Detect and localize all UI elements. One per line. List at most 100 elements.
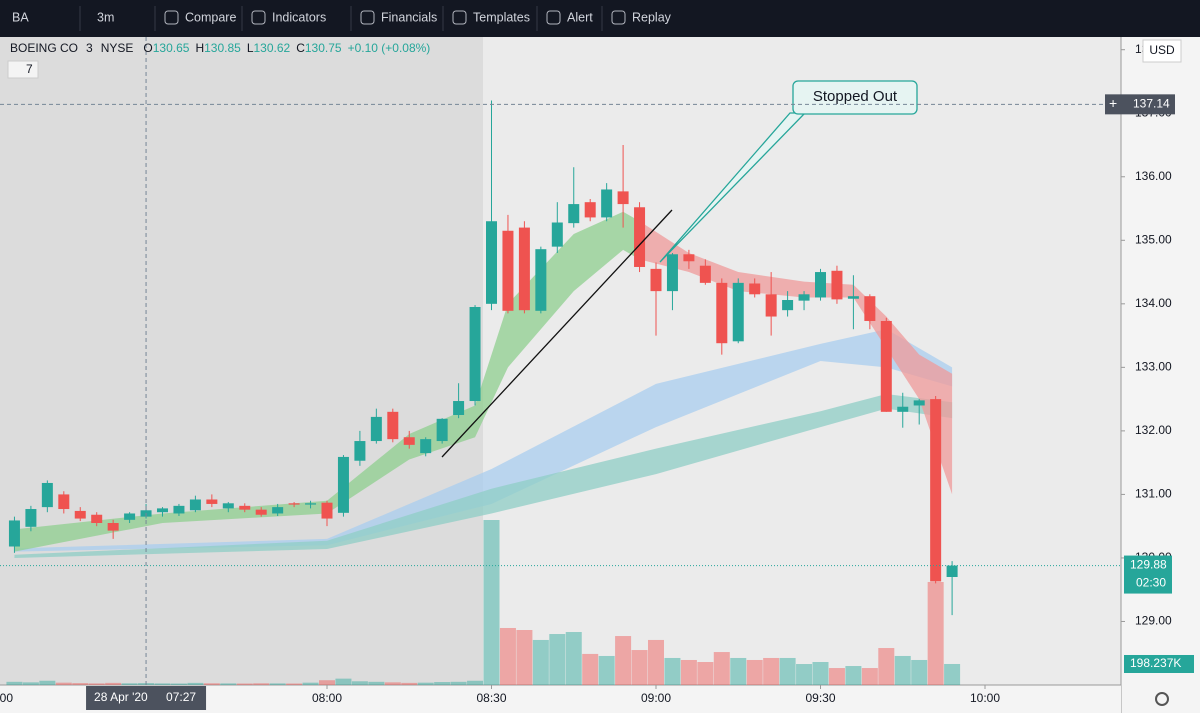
volume-bar: [39, 680, 56, 685]
y-tick-label: 133.00: [1135, 360, 1172, 374]
volume-bar: [467, 680, 484, 685]
volume-bar: [121, 683, 138, 685]
volume-bar: [450, 681, 467, 685]
volume-bar: [434, 682, 451, 685]
volume-bar: [582, 653, 599, 685]
volume-bar: [828, 668, 845, 685]
indicators-count[interactable]: 7: [26, 62, 33, 76]
y-tick-label: 132.00: [1135, 423, 1172, 437]
volume-bar: [220, 683, 237, 685]
candle-body: [584, 202, 596, 218]
volume-bar: [269, 683, 286, 685]
toolbar-button[interactable]: Replay: [632, 10, 672, 24]
volume-bar: [944, 663, 961, 685]
volume-bar: [483, 520, 500, 685]
volume-bar: [72, 683, 89, 685]
y-tick-label: 135.00: [1135, 232, 1172, 246]
ribbon: [14, 329, 953, 552]
candle-body: [41, 482, 53, 508]
candle-body: [58, 494, 70, 510]
candle-body: [897, 406, 909, 412]
x-tick-label: 10:00: [970, 691, 1000, 705]
volume-bar: [88, 683, 105, 685]
volume-bar: [845, 666, 862, 685]
plot: Stopped Out: [6, 80, 961, 685]
button-icon[interactable]: [611, 10, 626, 25]
volume-bar: [730, 657, 747, 685]
volume-bar: [911, 659, 928, 685]
x-tick-label: 09:30: [805, 691, 835, 705]
candle-body: [272, 507, 284, 514]
x-tick-label: 08:00: [312, 691, 342, 705]
currency[interactable]: USD: [1149, 43, 1175, 57]
candle-body: [716, 282, 728, 344]
callout-text: Stopped Out: [813, 88, 898, 105]
ohlc-label: H: [195, 41, 204, 55]
crosshair-date: 28 Apr '20: [94, 690, 148, 704]
toolbar-button[interactable]: Financials: [381, 10, 437, 24]
volume-bar: [253, 683, 270, 685]
candle-body: [601, 189, 613, 218]
candle-body: [337, 456, 349, 513]
volume-bar: [203, 683, 220, 685]
candle-body: [765, 294, 777, 317]
volume-bar: [878, 648, 895, 685]
candle-body: [749, 283, 761, 295]
currency-box[interactable]: [1142, 39, 1182, 63]
toolbar-button[interactable]: Compare: [185, 10, 236, 24]
volume-bar: [549, 634, 566, 685]
volume-bar: [384, 682, 401, 685]
last-price: 129.88: [1130, 558, 1167, 572]
button-icon[interactable]: [452, 10, 467, 25]
x-tick-label: 08:30: [476, 691, 506, 705]
candle-body: [930, 399, 942, 582]
candle-body: [469, 307, 481, 402]
volume-bar: [236, 683, 253, 685]
candle-body: [486, 221, 497, 304]
settings-icon[interactable]: [1155, 692, 1169, 706]
candle-body: [551, 222, 563, 247]
toolbar-button[interactable]: Templates: [473, 10, 530, 24]
volume-bar: [861, 668, 878, 685]
ohlc-label: C: [296, 41, 305, 55]
volume-bar: [302, 682, 319, 685]
crosshair-plus: +: [1109, 95, 1117, 111]
candle-body: [831, 270, 843, 300]
toolbar-button[interactable]: Indicators: [272, 10, 326, 24]
candle-body: [798, 294, 810, 301]
indicators-toggle[interactable]: [7, 60, 39, 79]
candle-body: [173, 505, 185, 514]
legend-change: +0.10 (+0.08%): [348, 41, 431, 55]
volume-bar: [499, 627, 516, 685]
button-icon[interactable]: [251, 10, 266, 25]
volume-bar: [22, 682, 39, 685]
ohlc-value: 130.62: [254, 41, 291, 55]
legend: BOEING CO 3 NYSE O130.65 H130.85 L130.62 C130.…: [10, 41, 430, 55]
candle-body: [288, 503, 300, 505]
volume-bar: [779, 657, 796, 685]
ohlc-label: O: [143, 41, 152, 55]
volume-bar: [598, 655, 615, 685]
candle-body: [354, 441, 366, 461]
button-icon[interactable]: [164, 10, 179, 25]
volume-bar: [746, 659, 763, 685]
volume-bar: [565, 632, 582, 685]
crosshair-time: 07:27: [166, 690, 196, 704]
interval[interactable]: 3m: [97, 10, 114, 24]
callout: [792, 80, 918, 115]
button-icon[interactable]: [546, 10, 561, 25]
toolbar-button[interactable]: Alert: [567, 10, 593, 24]
volume-bar: [680, 659, 697, 685]
toolbar: [0, 0, 1200, 37]
button-icon[interactable]: [360, 10, 375, 25]
volume-bar: [286, 683, 303, 685]
volume-bar: [55, 682, 72, 685]
candle-body: [420, 439, 432, 454]
y-tick-label: 131.00: [1135, 487, 1172, 501]
y-tick-label: 134.00: [1135, 296, 1172, 310]
crosshair-time-box: [86, 686, 207, 710]
candle-body: [634, 207, 646, 267]
symbol[interactable]: BA: [12, 10, 29, 24]
volume-bar: [6, 681, 23, 685]
